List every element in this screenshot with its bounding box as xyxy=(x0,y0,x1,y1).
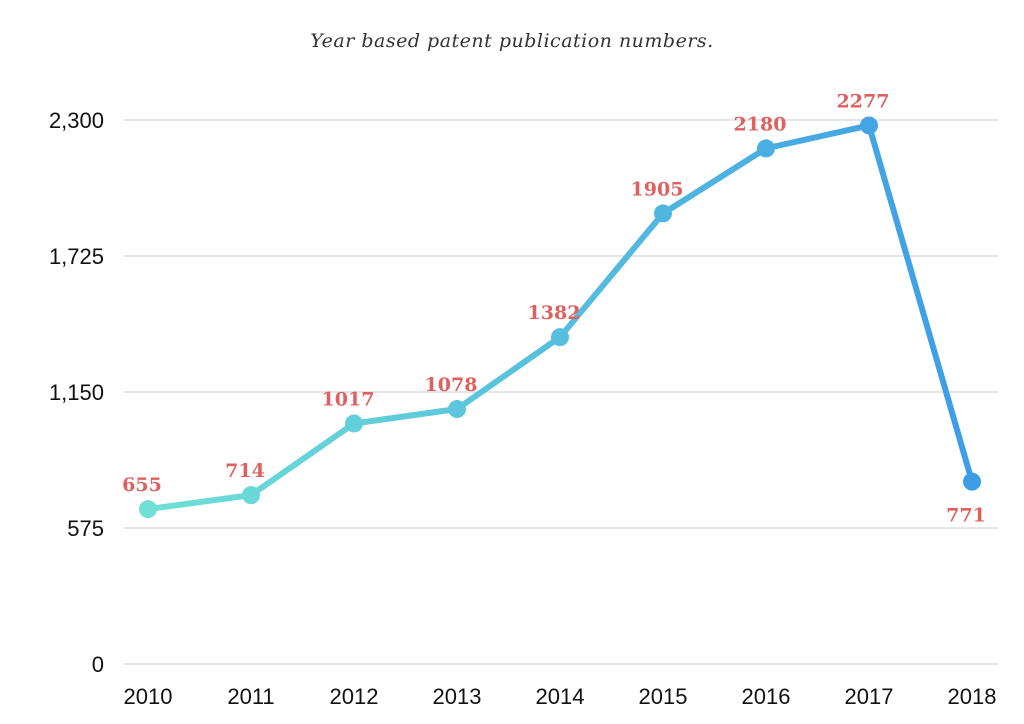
y-tick-label: 575 xyxy=(67,516,104,541)
x-tick-label: 2016 xyxy=(742,684,791,709)
x-tick-label: 2011 xyxy=(227,684,274,709)
data-point xyxy=(448,400,466,419)
data-label: 1078 xyxy=(425,374,478,396)
data-point xyxy=(860,116,878,135)
y-tick-label: 2,300 xyxy=(49,108,104,133)
data-point xyxy=(654,204,672,223)
data-label: 771 xyxy=(946,505,986,527)
x-tick-label: 2017 xyxy=(845,684,894,709)
y-tick-label: 1,150 xyxy=(49,380,104,405)
x-tick-label: 2013 xyxy=(433,684,482,709)
x-axis-tick-labels: 2010 2011 2012 2013 2014 2015 2016 2017 2018 xyxy=(124,684,997,709)
x-tick-label: 2010 xyxy=(124,684,173,709)
data-label: 1017 xyxy=(322,388,375,410)
data-point xyxy=(139,500,157,519)
data-label: 1905 xyxy=(631,178,684,200)
y-tick-label: 1,725 xyxy=(49,244,104,269)
data-labels-layer: 655 714 1017 1078 1382 1905 2180 2277 771 xyxy=(122,90,986,526)
x-tick-label: 2014 xyxy=(536,684,585,709)
x-tick-label: 2012 xyxy=(330,684,379,709)
data-label: 2180 xyxy=(734,113,787,135)
data-point xyxy=(551,328,569,347)
data-points-layer xyxy=(139,116,981,519)
data-label: 655 xyxy=(122,474,162,496)
y-tick-label: 0 xyxy=(92,652,104,677)
data-label: 714 xyxy=(225,460,265,482)
x-tick-label: 2018 xyxy=(948,684,997,709)
x-tick-label: 2015 xyxy=(639,684,688,709)
data-point xyxy=(345,414,363,433)
data-point xyxy=(757,139,775,158)
chart-title: Year based patent publication numbers. xyxy=(310,30,714,52)
data-point xyxy=(242,486,260,505)
y-axis-tick-labels: 0 575 1,150 1,725 2,300 xyxy=(49,108,104,677)
data-label: 2277 xyxy=(837,90,890,112)
data-point xyxy=(963,472,981,491)
grid-layer xyxy=(124,119,998,665)
data-label: 1382 xyxy=(528,302,581,324)
